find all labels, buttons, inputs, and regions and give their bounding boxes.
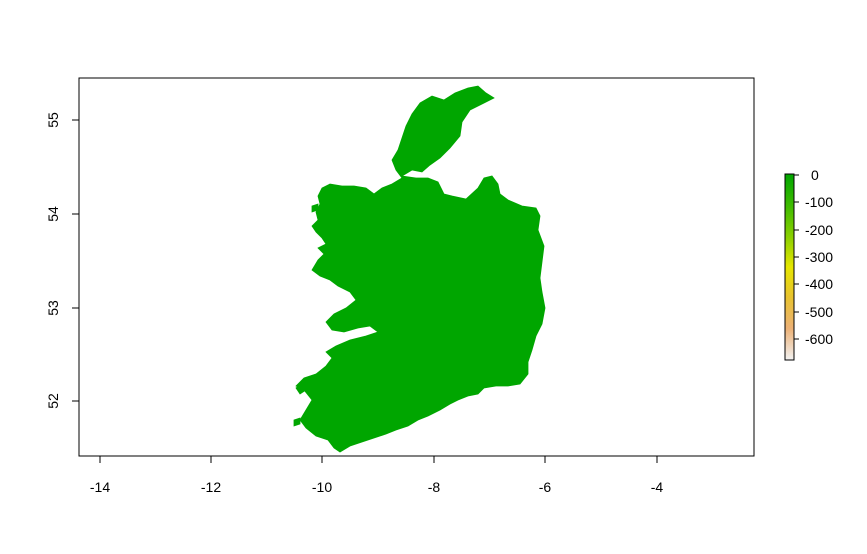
x-tick-label: -10 bbox=[312, 479, 332, 495]
ireland-main-shape bbox=[295, 85, 546, 453]
small-island-northwest bbox=[311, 203, 319, 213]
legend-label: 0 bbox=[811, 167, 819, 183]
x-tick-label: -14 bbox=[90, 479, 110, 495]
y-axis bbox=[72, 119, 80, 402]
y-tick-labels: 52 53 54 55 bbox=[45, 112, 61, 409]
y-tick-label: 54 bbox=[45, 206, 61, 222]
small-island-southwest bbox=[293, 417, 301, 427]
legend-label: -400 bbox=[805, 276, 833, 292]
y-tick-label: 52 bbox=[45, 393, 61, 409]
x-tick-label: -6 bbox=[539, 479, 552, 495]
ireland-landmass bbox=[293, 85, 546, 453]
x-tick-label: -8 bbox=[428, 479, 441, 495]
small-island-west bbox=[295, 383, 307, 395]
legend-label: -300 bbox=[805, 249, 833, 265]
legend-label: -200 bbox=[805, 222, 833, 238]
legend-label: -500 bbox=[805, 304, 833, 320]
x-axis bbox=[99, 455, 658, 463]
y-tick-label: 55 bbox=[45, 112, 61, 128]
x-tick-label: -4 bbox=[651, 479, 664, 495]
legend-ticks bbox=[794, 174, 799, 340]
x-tick-labels: -14 -12 -10 -8 -6 -4 bbox=[90, 479, 664, 495]
legend: 0 -100 -200 -300 -400 -500 -600 bbox=[784, 167, 833, 361]
legend-label: -600 bbox=[805, 331, 833, 347]
y-tick-label: 53 bbox=[45, 300, 61, 316]
legend-label: -100 bbox=[805, 194, 833, 210]
x-tick-label: -12 bbox=[201, 479, 221, 495]
legend-color-bar bbox=[784, 173, 795, 361]
